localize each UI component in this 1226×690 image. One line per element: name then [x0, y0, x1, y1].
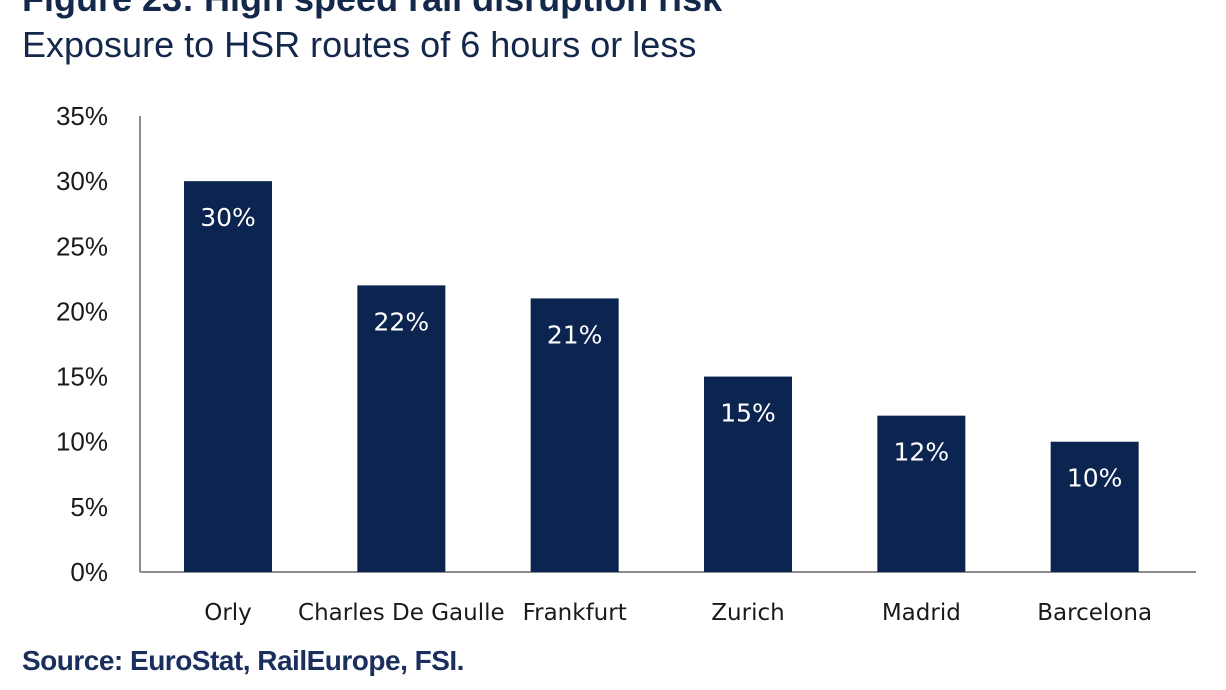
category-label: Zurich	[711, 600, 784, 626]
bar	[704, 376, 792, 572]
y-tick-label: 30%	[56, 166, 108, 196]
y-tick-label: 15%	[56, 362, 108, 392]
y-tick-label: 5%	[70, 492, 108, 522]
y-tick-label: 10%	[56, 427, 108, 457]
category-label: Madrid	[882, 600, 961, 626]
chart-subtitle: Exposure to HSR routes of 6 hours or les…	[22, 24, 697, 65]
data-label: 21%	[547, 320, 603, 349]
y-tick-label: 25%	[56, 231, 108, 261]
data-label: 15%	[720, 399, 776, 428]
data-label: 12%	[894, 438, 950, 467]
category-labels: Orly Charles De Gaulle Frankfurt Zurich Madr…	[204, 600, 1152, 626]
data-label: 10%	[1067, 464, 1123, 493]
category-label: Charles De Gaulle	[298, 600, 505, 626]
bar	[530, 298, 619, 572]
bar	[357, 285, 446, 572]
chart-title: Figure 23: High speed rail disruption ri…	[22, 0, 722, 20]
bar	[184, 181, 272, 572]
bar	[877, 415, 966, 572]
bar	[1050, 441, 1139, 572]
data-label: 30%	[200, 203, 256, 232]
y-tick-label: 20%	[56, 296, 108, 326]
bars: 30% 22% 21% 15% 12% 10%	[184, 181, 1139, 572]
category-label: Frankfurt	[523, 600, 627, 626]
y-tick-label: 0%	[70, 557, 108, 587]
source-note: Source: EuroStat, RailEurope, FSI.	[22, 645, 464, 676]
data-label: 22%	[374, 307, 430, 336]
category-label: Barcelona	[1037, 600, 1152, 626]
y-tick-labels: 0% 5% 10% 15% 20% 25% 30% 35%	[56, 101, 108, 587]
category-label: Orly	[204, 600, 252, 626]
y-tick-label: 35%	[56, 101, 108, 131]
